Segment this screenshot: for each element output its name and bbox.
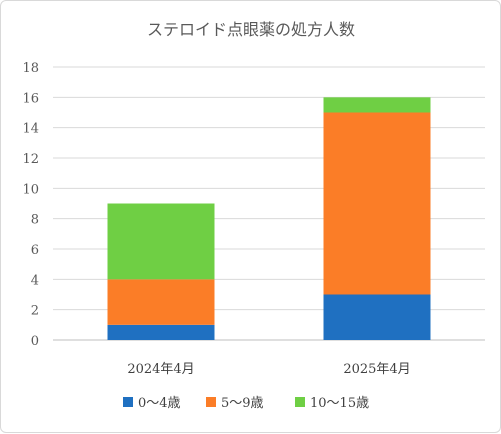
bar-segment (107, 279, 215, 325)
x-category-label: 2024年4月 (127, 362, 194, 377)
legend-swatch (295, 397, 305, 407)
legend-label: 5〜9歳 (221, 396, 264, 411)
y-tick-label: 18 (22, 61, 39, 76)
y-tick-label: 10 (22, 182, 39, 197)
y-tick-label: 2 (31, 304, 39, 319)
y-tick-label: 16 (22, 91, 39, 106)
bar-segment (323, 294, 431, 340)
legend-swatch (123, 397, 133, 407)
bars (107, 97, 431, 340)
y-tick-label: 8 (31, 213, 39, 228)
y-tick-label: 4 (31, 273, 39, 288)
bar-segment (323, 112, 431, 295)
chart-title: ステロイド点眼薬の処方人数 (147, 20, 355, 39)
x-axis-categories: 2024年4月 2025年4月 (127, 362, 410, 377)
legend: 0〜4歳 5〜9歳 10〜15歳 (123, 396, 369, 411)
y-tick-label: 12 (22, 152, 39, 167)
y-tick-label: 6 (31, 243, 39, 258)
legend-label: 0〜4歳 (138, 396, 181, 411)
x-category-label: 2025年4月 (343, 362, 410, 377)
bar-segment (107, 324, 215, 340)
bar-segment (107, 203, 215, 280)
legend-swatch (206, 397, 216, 407)
y-tick-label: 0 (31, 334, 39, 349)
y-tick-label: 14 (22, 122, 39, 137)
bar-segment (323, 97, 431, 113)
y-axis-ticks: 0 2 4 6 8 10 12 14 16 18 (22, 61, 39, 349)
legend-label: 10〜15歳 (310, 396, 369, 411)
